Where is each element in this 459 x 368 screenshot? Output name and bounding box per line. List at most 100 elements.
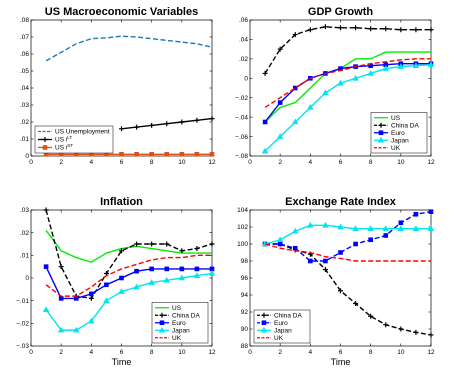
legend-label: China DA (172, 312, 200, 319)
x-tick-label: 10 (397, 159, 405, 166)
y-tick-label: .04 (20, 85, 29, 92)
data-point (261, 147, 269, 154)
data-point (134, 241, 140, 247)
y-tick-label: 104 (237, 207, 248, 214)
data-point (149, 152, 154, 157)
chart-panel-3: Inflation Time 0 2 4 6 8 10 12 −.03 −.02 −.01 0 .01 .0… (16, 196, 216, 367)
y-tick-label: .02 (20, 230, 29, 237)
data-point (413, 329, 419, 335)
legend-label: China DA (391, 122, 419, 129)
data-point (179, 266, 185, 272)
data-point (428, 27, 434, 33)
data-point (134, 152, 139, 157)
x-tick-label: 12 (427, 159, 435, 166)
legend-label: Euro (391, 130, 405, 137)
chart-title: Inflation (100, 196, 143, 208)
data-point (337, 223, 344, 230)
data-point (209, 152, 215, 157)
chart-panel-1: US Macroeconomic Variables 0 2 4 6 8 10 12 0 .01.… (20, 6, 216, 166)
data-point (307, 104, 314, 110)
x-tick-label: 6 (120, 159, 124, 166)
data-point (383, 233, 389, 238)
y-tick-label: 0 (244, 75, 248, 82)
series-line (45, 229, 212, 263)
x-tick-label: 12 (208, 349, 216, 356)
legend-marker (261, 320, 267, 326)
x-tick-label: 12 (208, 159, 216, 166)
x-tick-label: 2 (278, 159, 282, 166)
x-tick-label: 6 (120, 349, 124, 356)
legend-label: Japan (391, 137, 409, 144)
data-point (58, 296, 64, 301)
data-point (164, 241, 170, 247)
data-point (73, 296, 79, 301)
data-point (148, 279, 155, 285)
series-line (45, 254, 212, 297)
y-tick-label: .06 (20, 51, 29, 58)
legend-marker (159, 312, 165, 318)
data-point (276, 133, 284, 139)
y-tick-label: −.01 (16, 298, 29, 305)
y-tick-label: .02 (20, 119, 29, 126)
legend-label: Euro (274, 320, 288, 327)
y-tick-label: 0 (25, 275, 29, 282)
data-point (164, 121, 170, 127)
x-tick-label: 10 (178, 159, 186, 166)
y-tick-label: 92 (241, 309, 249, 316)
data-point (57, 326, 65, 333)
series-us-i (119, 116, 215, 132)
data-point (149, 241, 155, 247)
data-point (208, 270, 216, 276)
data-point (134, 268, 139, 274)
data-point (338, 25, 343, 31)
chart-title: GDP Growth (308, 6, 373, 18)
data-point (398, 326, 404, 332)
y-tick-label: .02 (239, 56, 248, 63)
series-us (264, 51, 431, 123)
data-point (178, 274, 186, 281)
data-point (367, 225, 374, 231)
data-point (58, 264, 64, 270)
y-tick-label: −.06 (235, 134, 248, 141)
chart-title: US Macroeconomic Variables (45, 6, 198, 18)
data-point (428, 332, 434, 338)
legend-marker (378, 130, 384, 136)
y-tick-label: −.08 (235, 153, 248, 160)
data-point (43, 264, 49, 269)
data-point (397, 225, 405, 231)
data-point (307, 27, 313, 33)
data-point (164, 266, 170, 272)
data-point (103, 297, 110, 303)
series-line (264, 243, 431, 262)
data-point (292, 32, 298, 38)
x-tick-label: 8 (369, 159, 373, 166)
data-point (276, 236, 284, 243)
data-point (292, 85, 298, 91)
series-uk (264, 58, 431, 109)
x-tick-label: 2 (59, 159, 63, 166)
y-tick-label: .01 (20, 136, 29, 143)
x-tick-label: 4 (90, 349, 94, 356)
data-point (119, 126, 124, 132)
data-point (292, 245, 298, 251)
data-point (427, 225, 435, 231)
y-tick-label: .03 (20, 207, 29, 214)
x-tick-label: 4 (309, 349, 313, 356)
data-point (292, 118, 299, 125)
x-tick-label: 0 (248, 349, 252, 356)
y-tick-label: .06 (239, 17, 248, 24)
legend-label: Euro (172, 320, 186, 327)
series-line (45, 272, 213, 331)
data-point (179, 152, 185, 157)
data-point (367, 70, 374, 76)
y-tick-label: .01 (20, 253, 29, 260)
data-point (412, 62, 420, 68)
series-line (264, 51, 431, 123)
series-japan (261, 61, 435, 154)
data-point (89, 291, 94, 297)
data-point (262, 119, 268, 125)
data-point (118, 288, 125, 294)
data-point (323, 258, 328, 264)
legend-label: US iLT (55, 135, 72, 144)
